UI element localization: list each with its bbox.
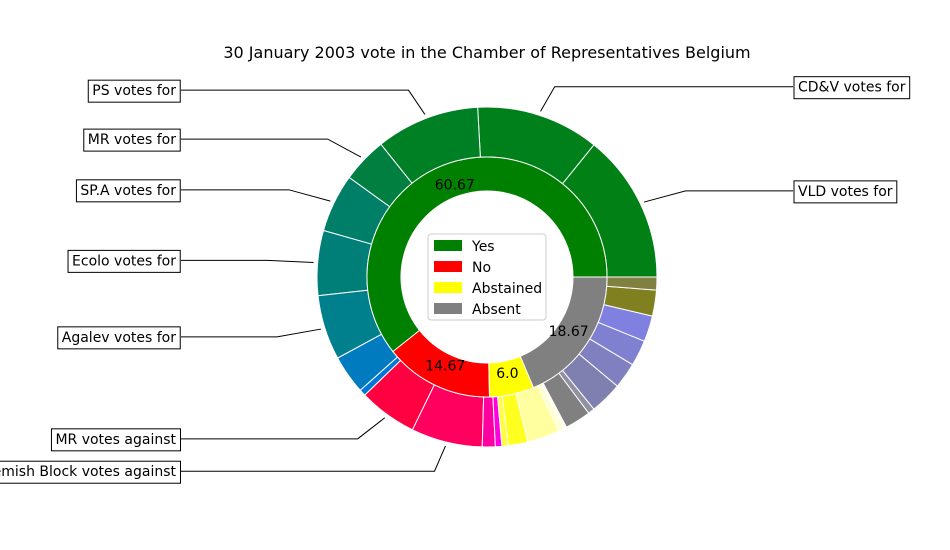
legend-label: No — [472, 260, 491, 276]
annotation-frame — [793, 180, 898, 204]
annotation-box: Flemish Block votes against — [0, 460, 182, 484]
annotation-frame — [50, 428, 182, 452]
annotation-frame — [75, 179, 181, 203]
annotation-label: SP.A votes for — [80, 183, 176, 199]
legend: Yes No Abstained Absent — [427, 233, 547, 321]
annotation-label: MR votes against — [55, 432, 176, 448]
outer-ring — [316, 106, 658, 448]
legend-swatch — [434, 282, 462, 293]
inner-ring — [366, 156, 608, 398]
annotation-frame — [83, 128, 181, 152]
annotation-label: Flemish Block votes against — [0, 464, 177, 480]
annotation-frame — [87, 79, 181, 103]
legend-item: Abstained — [434, 281, 542, 297]
annotation-box: MR votes for — [83, 128, 181, 152]
legend-item: Absent — [434, 302, 521, 318]
annotation-label: Ecolo votes for — [72, 253, 176, 269]
annotation-labels: VLD votes for CD&V votes for PS votes for M… — [0, 76, 911, 484]
annotation-frame — [57, 326, 181, 350]
leader-line — [181, 89, 426, 115]
legend-swatch — [434, 240, 462, 251]
leader-line — [181, 328, 322, 338]
annotation-box: PS votes for — [87, 79, 181, 103]
legend-item: No — [434, 260, 491, 276]
legend-frame — [427, 233, 547, 321]
leader-line — [181, 259, 314, 264]
inner-slice-yes — [366, 156, 608, 353]
leader-line — [181, 189, 331, 202]
chart-title: 30 January 2003 vote in the Chamber of R… — [223, 43, 750, 62]
annotation-label: CD&V votes for — [798, 80, 906, 96]
annotation-box: SP.A votes for — [75, 179, 181, 203]
percent-label-abstained: 6.0 — [496, 366, 518, 382]
annotation-frame — [67, 249, 181, 273]
leader-line — [181, 445, 446, 472]
legend-label: Abstained — [472, 281, 542, 297]
legend-item: Yes — [434, 239, 495, 255]
annotation-box: CD&V votes for — [793, 76, 911, 100]
legend-label: Yes — [471, 239, 495, 255]
annotation-leaders — [181, 86, 793, 472]
legend-label: Absent — [472, 302, 521, 318]
leader-line — [181, 138, 362, 158]
annotation-box: Agalev votes for — [57, 326, 181, 350]
annotation-box: Ecolo votes for — [67, 249, 181, 273]
percent-labels: 60.67 14.67 6.0 18.67 — [425, 177, 588, 381]
annotation-label: PS votes for — [92, 83, 176, 99]
annotation-box: MR votes against — [50, 428, 182, 452]
leader-line — [643, 190, 793, 203]
annotation-frame — [0, 460, 182, 484]
annotation-frame — [793, 76, 911, 100]
percent-label-yes: 60.67 — [435, 177, 475, 193]
annotation-label: Agalev votes for — [62, 330, 176, 346]
inner-slice-absent — [519, 276, 608, 389]
leader-line — [181, 417, 386, 440]
percent-label-no: 14.67 — [425, 359, 465, 375]
percent-label-absent: 18.67 — [549, 324, 589, 340]
leader-line — [540, 86, 793, 112]
legend-swatch — [434, 303, 462, 314]
annotation-label: VLD votes for — [798, 184, 893, 200]
annotation-label: MR votes for — [88, 132, 176, 148]
annotation-box: VLD votes for — [793, 180, 898, 204]
legend-swatch — [434, 261, 462, 272]
